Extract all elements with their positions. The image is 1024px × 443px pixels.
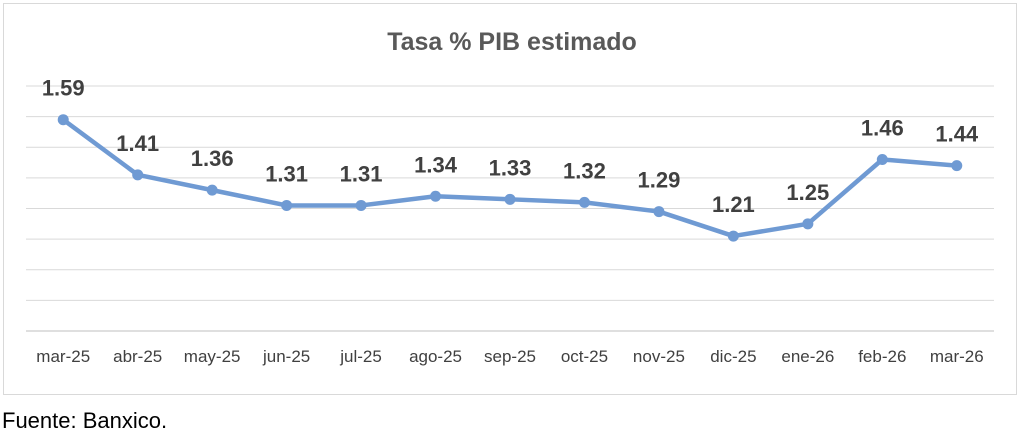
data-label: 1.44 xyxy=(935,122,979,147)
source-note: Fuente: Banxico. xyxy=(2,408,168,433)
x-tick-label: jun-25 xyxy=(262,347,310,366)
x-tick-label: nov-25 xyxy=(633,347,685,366)
x-tick-label: jul-25 xyxy=(339,347,382,366)
data-point xyxy=(504,193,516,205)
x-tick-label: dic-25 xyxy=(710,347,756,366)
data-label: 1.31 xyxy=(265,161,308,186)
x-tick-label: ene-26 xyxy=(781,347,834,366)
data-point xyxy=(727,230,739,242)
data-label: 1.41 xyxy=(116,131,159,156)
data-point xyxy=(355,199,367,211)
data-label: 1.36 xyxy=(191,146,234,171)
data-label: 1.31 xyxy=(340,161,383,186)
chart-title: Tasa % PIB estimado xyxy=(387,28,637,56)
data-label: 1.29 xyxy=(638,168,681,193)
data-label: 1.32 xyxy=(563,158,606,183)
data-point xyxy=(653,206,665,218)
x-tick-label: feb-26 xyxy=(858,347,906,366)
chart-frame xyxy=(3,3,1017,395)
data-label: 1.33 xyxy=(489,155,532,180)
data-point xyxy=(132,169,144,181)
data-label: 1.46 xyxy=(861,116,904,141)
x-tick-label: abr-25 xyxy=(113,347,162,366)
x-tick-label: may-25 xyxy=(184,347,241,366)
data-point xyxy=(430,190,442,202)
x-tick-label: oct-25 xyxy=(561,347,608,366)
line-chart: Tasa % PIB estimado mar-25 abr-25 may-25 ju… xyxy=(26,28,994,366)
data-point xyxy=(206,184,218,196)
data-point xyxy=(281,199,293,211)
data-label: 1.25 xyxy=(786,180,829,205)
x-tick-label: sep-25 xyxy=(484,347,536,366)
x-tick-label: ago-25 xyxy=(409,347,462,366)
x-tick-label: mar-25 xyxy=(36,347,90,366)
data-point xyxy=(578,196,590,208)
data-point xyxy=(57,114,69,126)
data-label: 1.59 xyxy=(42,76,85,101)
data-label: 1.21 xyxy=(712,192,755,217)
data-point xyxy=(802,218,814,230)
data-point xyxy=(951,160,963,172)
data-point xyxy=(876,154,888,165)
data-label: 1.34 xyxy=(414,152,458,177)
x-tick-label: mar-26 xyxy=(930,347,984,366)
